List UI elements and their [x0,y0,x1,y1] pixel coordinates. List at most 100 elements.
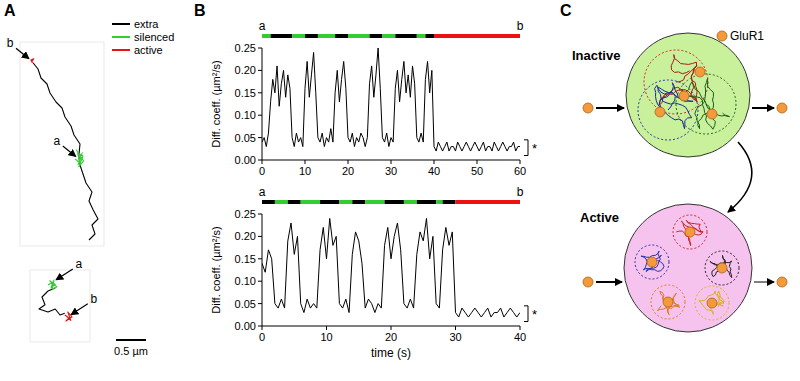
receptor-dot [679,91,689,101]
track-extra [39,288,65,315]
state-segment [262,34,271,38]
state-label: Active [580,210,619,225]
y-tick-label: 0.10 [235,109,256,121]
state-segment [335,34,348,38]
y-axis-title: Diff. coeff. (µm²/s) [210,60,222,147]
state-segment [434,34,520,38]
state-segment [382,34,395,38]
state-segment [436,200,442,204]
y-tick [258,137,262,138]
range-frame [20,42,104,246]
x-tick-label: 10 [299,165,311,177]
scale-bar-label: 0.5 µm [114,345,148,357]
point-label: b [7,36,14,50]
flow-arrow [596,107,624,109]
nanodomain [635,245,669,279]
x-tick [455,326,456,330]
diffusion-squiggle [658,291,680,314]
track-active [31,59,34,63]
receptor-dot [583,277,593,287]
tracks [31,59,98,240]
nanodomain [673,215,707,249]
state-segment [425,34,434,38]
track-silenced [75,150,83,167]
transition-arrow [728,142,752,212]
y-tick-label: 0.25 [235,208,256,220]
pointer-arrow [16,48,29,58]
panel-letter: A [4,2,16,19]
trace-group [262,218,520,317]
x-tick [477,160,478,164]
diffusion-squiggle [676,220,703,245]
particle-label: GluR1 [730,29,764,43]
flow-arrow [752,107,774,109]
bracket [524,140,528,156]
x-tick-label: 0 [259,331,265,343]
scale-bar [116,339,146,341]
x-tick [434,160,435,164]
nanodomain [695,286,729,320]
state-segment [292,34,305,38]
diffusion-squiggle [655,83,694,129]
state-segment [301,200,320,204]
x-axis-title: time (s) [371,346,411,360]
diffusion-squiggle [682,79,730,130]
x-tick [348,160,349,164]
legend-label: extra [134,18,159,30]
state-segment [404,200,417,204]
receptor-dot [777,103,787,113]
x-tick [391,326,392,330]
state-segment [339,200,352,204]
state-segment [275,200,288,204]
x-tick-label: 20 [385,331,397,343]
receptor-dot [777,277,787,287]
y-axis [262,48,263,160]
point-label: b [90,292,97,306]
y-tick [258,303,262,304]
bracket-label: * [532,307,537,322]
pointer-arrow [71,304,88,315]
y-tick-label: 0.15 [235,87,256,99]
receptor-dot [647,257,657,267]
inactive-synapse [626,33,750,157]
active-synapse [624,204,752,332]
x-tick [326,326,327,330]
x-tick-label: 20 [342,165,354,177]
y-tick-label: 0.25 [235,42,256,54]
track-silenced [48,280,57,290]
track-extra [33,63,98,240]
state-segment [370,34,383,38]
state-end-label: b [517,19,524,33]
line-chart: 0.000.050.100.150.200.250102030405060Dif… [210,19,537,177]
figure: ABCabextrasilencedactiveab0.5 µm0.000.05… [0,0,800,381]
trace-group [262,48,520,151]
state-end-label: b [517,185,524,199]
y-tick [258,160,262,161]
diffusion-squiggle [699,291,725,315]
x-tick-label: 40 [514,331,526,343]
x-tick-label: 50 [471,165,483,177]
x-tick [262,326,263,330]
trajectory-panel: abextrasilencedactive [7,18,175,246]
state-segment [456,200,521,204]
legend-swatch [112,49,130,51]
legend-label: active [134,44,163,56]
nanodomain [705,251,739,285]
trajectory-panel: ab0.5 µm [30,257,148,357]
y-tick-label: 0.00 [235,154,256,166]
y-tick [258,281,262,282]
x-tick-label: 30 [385,165,397,177]
y-tick [258,92,262,93]
flow-arrow [596,281,622,283]
state-segment [320,200,339,204]
x-tick [520,326,521,330]
y-axis-title: Diff. coeff. (µm²/s) [210,226,222,313]
y-tick-label: 0.10 [235,275,256,287]
nanodomain [651,285,685,319]
y-tick [258,70,262,71]
state-segment [352,200,365,204]
y-tick [258,326,262,327]
y-tick-label: 0.00 [235,320,256,332]
state-segment [271,34,293,38]
y-tick-label: 0.20 [235,230,256,242]
